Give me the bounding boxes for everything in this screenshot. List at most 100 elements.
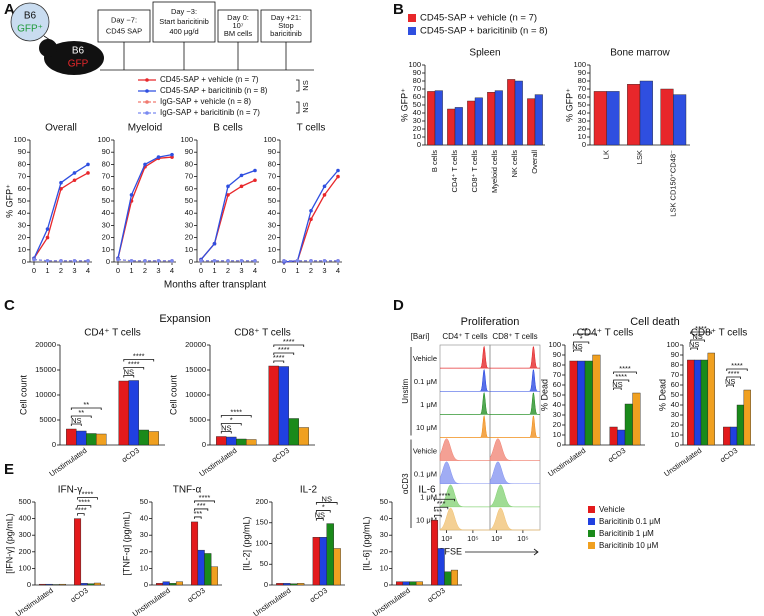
y-tick-label: 30	[185, 220, 193, 229]
donor-marker: GFP⁺	[17, 24, 43, 35]
y-tick-label: 70	[671, 370, 679, 379]
bar	[673, 94, 687, 146]
y-tick-label: 80	[578, 76, 586, 85]
y-tick-label: 30	[413, 116, 421, 125]
timeline-text: CD45 SAP	[106, 26, 142, 35]
histogram	[439, 461, 490, 484]
x-tick-label: 10⁵	[517, 534, 528, 543]
significance-bracket	[273, 360, 285, 363]
bar	[396, 581, 404, 586]
significance-label: ****	[82, 490, 94, 499]
x-tick-label: Unstimulated	[131, 586, 172, 616]
x-tick-label: Unstimulated	[48, 446, 89, 478]
y-tick-label: 20	[380, 547, 388, 556]
legend-swatch	[588, 530, 595, 537]
bar	[409, 581, 417, 586]
bar	[437, 548, 445, 586]
y-tick-label: 60	[18, 184, 26, 193]
recipient-mouse	[44, 41, 104, 75]
significance-label: ****	[283, 337, 295, 346]
y-tick-label: 20	[671, 420, 679, 429]
row-label: 1 μM	[420, 493, 437, 502]
panel-label: E	[4, 461, 14, 478]
bar	[86, 433, 97, 446]
point	[253, 178, 257, 183]
bar	[312, 537, 321, 586]
legend-swatch	[588, 506, 595, 513]
x-tick-label: 10³	[441, 534, 452, 543]
legend-label: Baricitinib 10 μM	[599, 541, 659, 550]
axis-arrow	[465, 548, 539, 556]
bar	[743, 389, 751, 446]
significance-label: NS	[692, 332, 702, 341]
y-tick-label: 30	[380, 530, 388, 539]
y-tick-label: 0	[27, 580, 31, 589]
y-tick-label: 100	[548, 340, 561, 349]
point	[45, 227, 50, 231]
y-tick-label: 0	[582, 140, 586, 149]
bar	[729, 426, 738, 446]
y-tick-label: 100	[408, 60, 421, 69]
significance-label: ****	[78, 498, 90, 507]
significance-bracket	[315, 518, 324, 521]
significance-label: ****	[731, 361, 743, 370]
chart-title: CD4⁺ T cells	[577, 328, 634, 339]
x-tick-label: αCD3	[718, 446, 739, 464]
y-tick-label: 40	[18, 208, 26, 217]
timeline-text: Day 0:	[227, 13, 249, 22]
y-tick-label: 200	[255, 497, 268, 506]
bar	[584, 360, 593, 446]
timeline-text: BM cells	[224, 29, 253, 38]
significance-label: NS	[315, 511, 325, 520]
series-line	[117, 156, 173, 259]
y-tick-label: 50	[18, 196, 26, 205]
significance-bracket	[573, 341, 590, 344]
x-tick-label: 1	[45, 266, 49, 275]
x-tick-label: 3	[72, 266, 76, 275]
y-tick-label: 20	[140, 547, 148, 556]
bar	[700, 359, 709, 446]
timeline-text: baricitinib	[270, 29, 302, 38]
y-tick-label: 200	[18, 547, 31, 556]
group-header: [Bari]	[411, 332, 430, 341]
y-tick-label: 80	[185, 159, 193, 168]
bar	[276, 583, 284, 586]
significance-bracket	[315, 502, 338, 505]
y-tick-label: 90	[413, 68, 421, 77]
y-tick-label: 30	[102, 220, 110, 229]
y-tick-label: 90	[578, 68, 586, 77]
point	[116, 257, 120, 262]
y-tick-label: 90	[185, 147, 193, 156]
bar	[45, 583, 53, 586]
bar	[246, 439, 257, 446]
significance-bracket	[77, 497, 98, 500]
row-label: Vehicle	[413, 354, 437, 363]
y-tick-label: 80	[102, 159, 110, 168]
bar	[128, 380, 139, 446]
y-tick-label: 0	[675, 440, 679, 449]
significance-label: **	[83, 400, 89, 409]
y-axis-label: % Dead	[539, 379, 549, 411]
row-label: 0.1 μM	[414, 469, 437, 478]
bar	[216, 436, 227, 446]
x-tick-label: 2	[143, 266, 147, 275]
bar	[138, 429, 149, 446]
bar	[624, 403, 633, 446]
bar	[210, 566, 218, 586]
donor-strain: B6	[24, 11, 37, 22]
x-tick-label: 3	[156, 266, 160, 275]
series-line	[33, 172, 89, 259]
bar	[278, 366, 289, 446]
y-tick-label: 0	[557, 440, 561, 449]
x-tick-label: Unstimulated	[371, 586, 412, 616]
y-axis-label: % GFP⁺	[399, 88, 409, 122]
y-tick-label: 100	[573, 60, 586, 69]
significance-bracket	[194, 500, 215, 503]
y-tick-label: 0	[384, 580, 388, 589]
chart-title: Myeloid	[128, 123, 162, 134]
significance-bracket	[726, 376, 741, 379]
chart-title: B cells	[213, 123, 242, 134]
y-tick-label: 20	[413, 124, 421, 133]
point	[156, 258, 161, 263]
legend-label: Vehicle	[599, 505, 625, 514]
